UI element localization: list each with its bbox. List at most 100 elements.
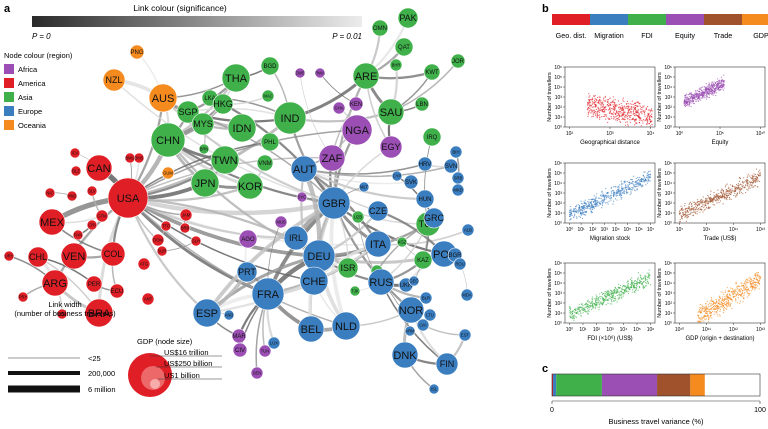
scatter-point: [629, 117, 631, 119]
scatter-point: [647, 109, 650, 111]
variance-segment-fdi: [556, 374, 602, 396]
scatter-point: [598, 201, 600, 203]
node-label-jpn: JPN: [195, 178, 216, 190]
node-label-rou: ROU: [455, 262, 464, 267]
scatter-point: [648, 272, 650, 274]
scatter-point: [608, 200, 610, 203]
scatter-point: [628, 289, 630, 291]
scatter-point: [645, 285, 647, 287]
scatter-point: [721, 298, 724, 300]
scatter-point: [724, 193, 726, 195]
scatter-point: [609, 97, 611, 99]
scatter-point: [595, 98, 597, 100]
scatter-point: [640, 119, 642, 121]
scatter-point: [595, 305, 597, 307]
scatter-point: [614, 102, 616, 104]
scatter-point: [718, 82, 720, 84]
node-label-syc: SYC: [298, 195, 307, 200]
scatter-point: [596, 111, 598, 113]
scatter-point: [582, 210, 584, 212]
scatter-point: [758, 283, 761, 285]
node-circle-zwe: [294, 67, 306, 79]
node-label-bel: BEL: [301, 324, 322, 336]
scatter-point: [643, 287, 646, 289]
scatter-point: [626, 193, 628, 195]
scatter-point: [638, 181, 640, 184]
node-label-aus: AUS: [152, 93, 175, 105]
node-circle-pak: [397, 7, 419, 29]
scatter-point: [758, 277, 760, 279]
scatter-point: [611, 190, 613, 192]
scatter-point: [651, 113, 653, 115]
scatter-point: [619, 112, 621, 114]
scatter-point: [604, 298, 606, 300]
node-label-tha: THA: [225, 73, 248, 85]
scatter-point: [580, 211, 582, 214]
network-node-bol: BOL: [56, 308, 68, 320]
scatter-point: [755, 277, 758, 279]
scatter-point: [638, 282, 640, 284]
scatter-point: [592, 113, 594, 115]
scatter-point: [702, 196, 704, 198]
scatter-point: [651, 123, 653, 126]
scatter-point: [712, 201, 714, 203]
scatter-point: [644, 275, 646, 277]
scatter-point: [599, 197, 601, 199]
scatter-point: [588, 300, 590, 303]
scatter-point: [732, 290, 734, 292]
scatter-point: [636, 105, 638, 107]
network-node-ecu: ECU: [109, 283, 125, 299]
scatter-point: [697, 315, 700, 317]
variance-tick-label: 0: [550, 407, 554, 414]
scatter-point: [610, 113, 613, 115]
network-node-brb: BRB: [179, 222, 191, 234]
scatter-point: [689, 102, 691, 104]
network-node-brn: BRN: [198, 143, 210, 155]
network-node-hrv: HRV: [417, 156, 433, 172]
scatter-point: [628, 290, 630, 293]
scatter-point: [740, 293, 743, 295]
scatter-point: [601, 108, 603, 111]
scatter-point: [629, 283, 632, 285]
node-label-ltu: LTU: [426, 313, 434, 318]
x-tick-label: 10³: [606, 327, 614, 333]
scatter-point: [752, 181, 755, 183]
scatter-point: [729, 293, 731, 295]
scatter-point: [698, 88, 700, 91]
scatter-point: [708, 308, 710, 311]
scatter-point: [747, 184, 749, 186]
scatter-point: [635, 286, 637, 289]
scatter-point: [711, 93, 713, 96]
scatter-point: [685, 100, 687, 102]
scatter-point: [716, 301, 718, 303]
network-node-kgz: KGZ: [396, 236, 408, 248]
scatter-point: [631, 187, 633, 189]
scatter-point: [602, 103, 605, 105]
scatter-point: [695, 100, 697, 102]
scatter-point: [643, 171, 645, 173]
scatter-point: [602, 101, 604, 103]
scatter-point: [698, 95, 700, 97]
scatter-point: [747, 281, 749, 283]
scatter-point: [611, 107, 613, 110]
node-circle-aus: [148, 83, 178, 113]
scatter-point: [569, 307, 572, 309]
node-circle-can: [85, 154, 113, 182]
scatter-point: [596, 117, 598, 119]
scatter-point: [620, 290, 622, 292]
scatter-point: [582, 203, 584, 205]
scatter-point: [727, 304, 729, 306]
scatter-point: [730, 297, 732, 299]
scatter-point: [623, 116, 626, 118]
scatter-point: [588, 110, 590, 112]
scatter-point: [598, 301, 600, 303]
scatter-point: [723, 305, 725, 308]
scatter-point: [705, 92, 707, 94]
scatter-point: [618, 103, 620, 106]
scatter-point: [725, 304, 728, 307]
scatter-point: [591, 111, 593, 113]
scatter-point: [758, 180, 761, 182]
scatter-point: [580, 202, 583, 205]
x-tick-label: 10¹³: [756, 227, 765, 233]
scatter-point: [722, 193, 724, 195]
